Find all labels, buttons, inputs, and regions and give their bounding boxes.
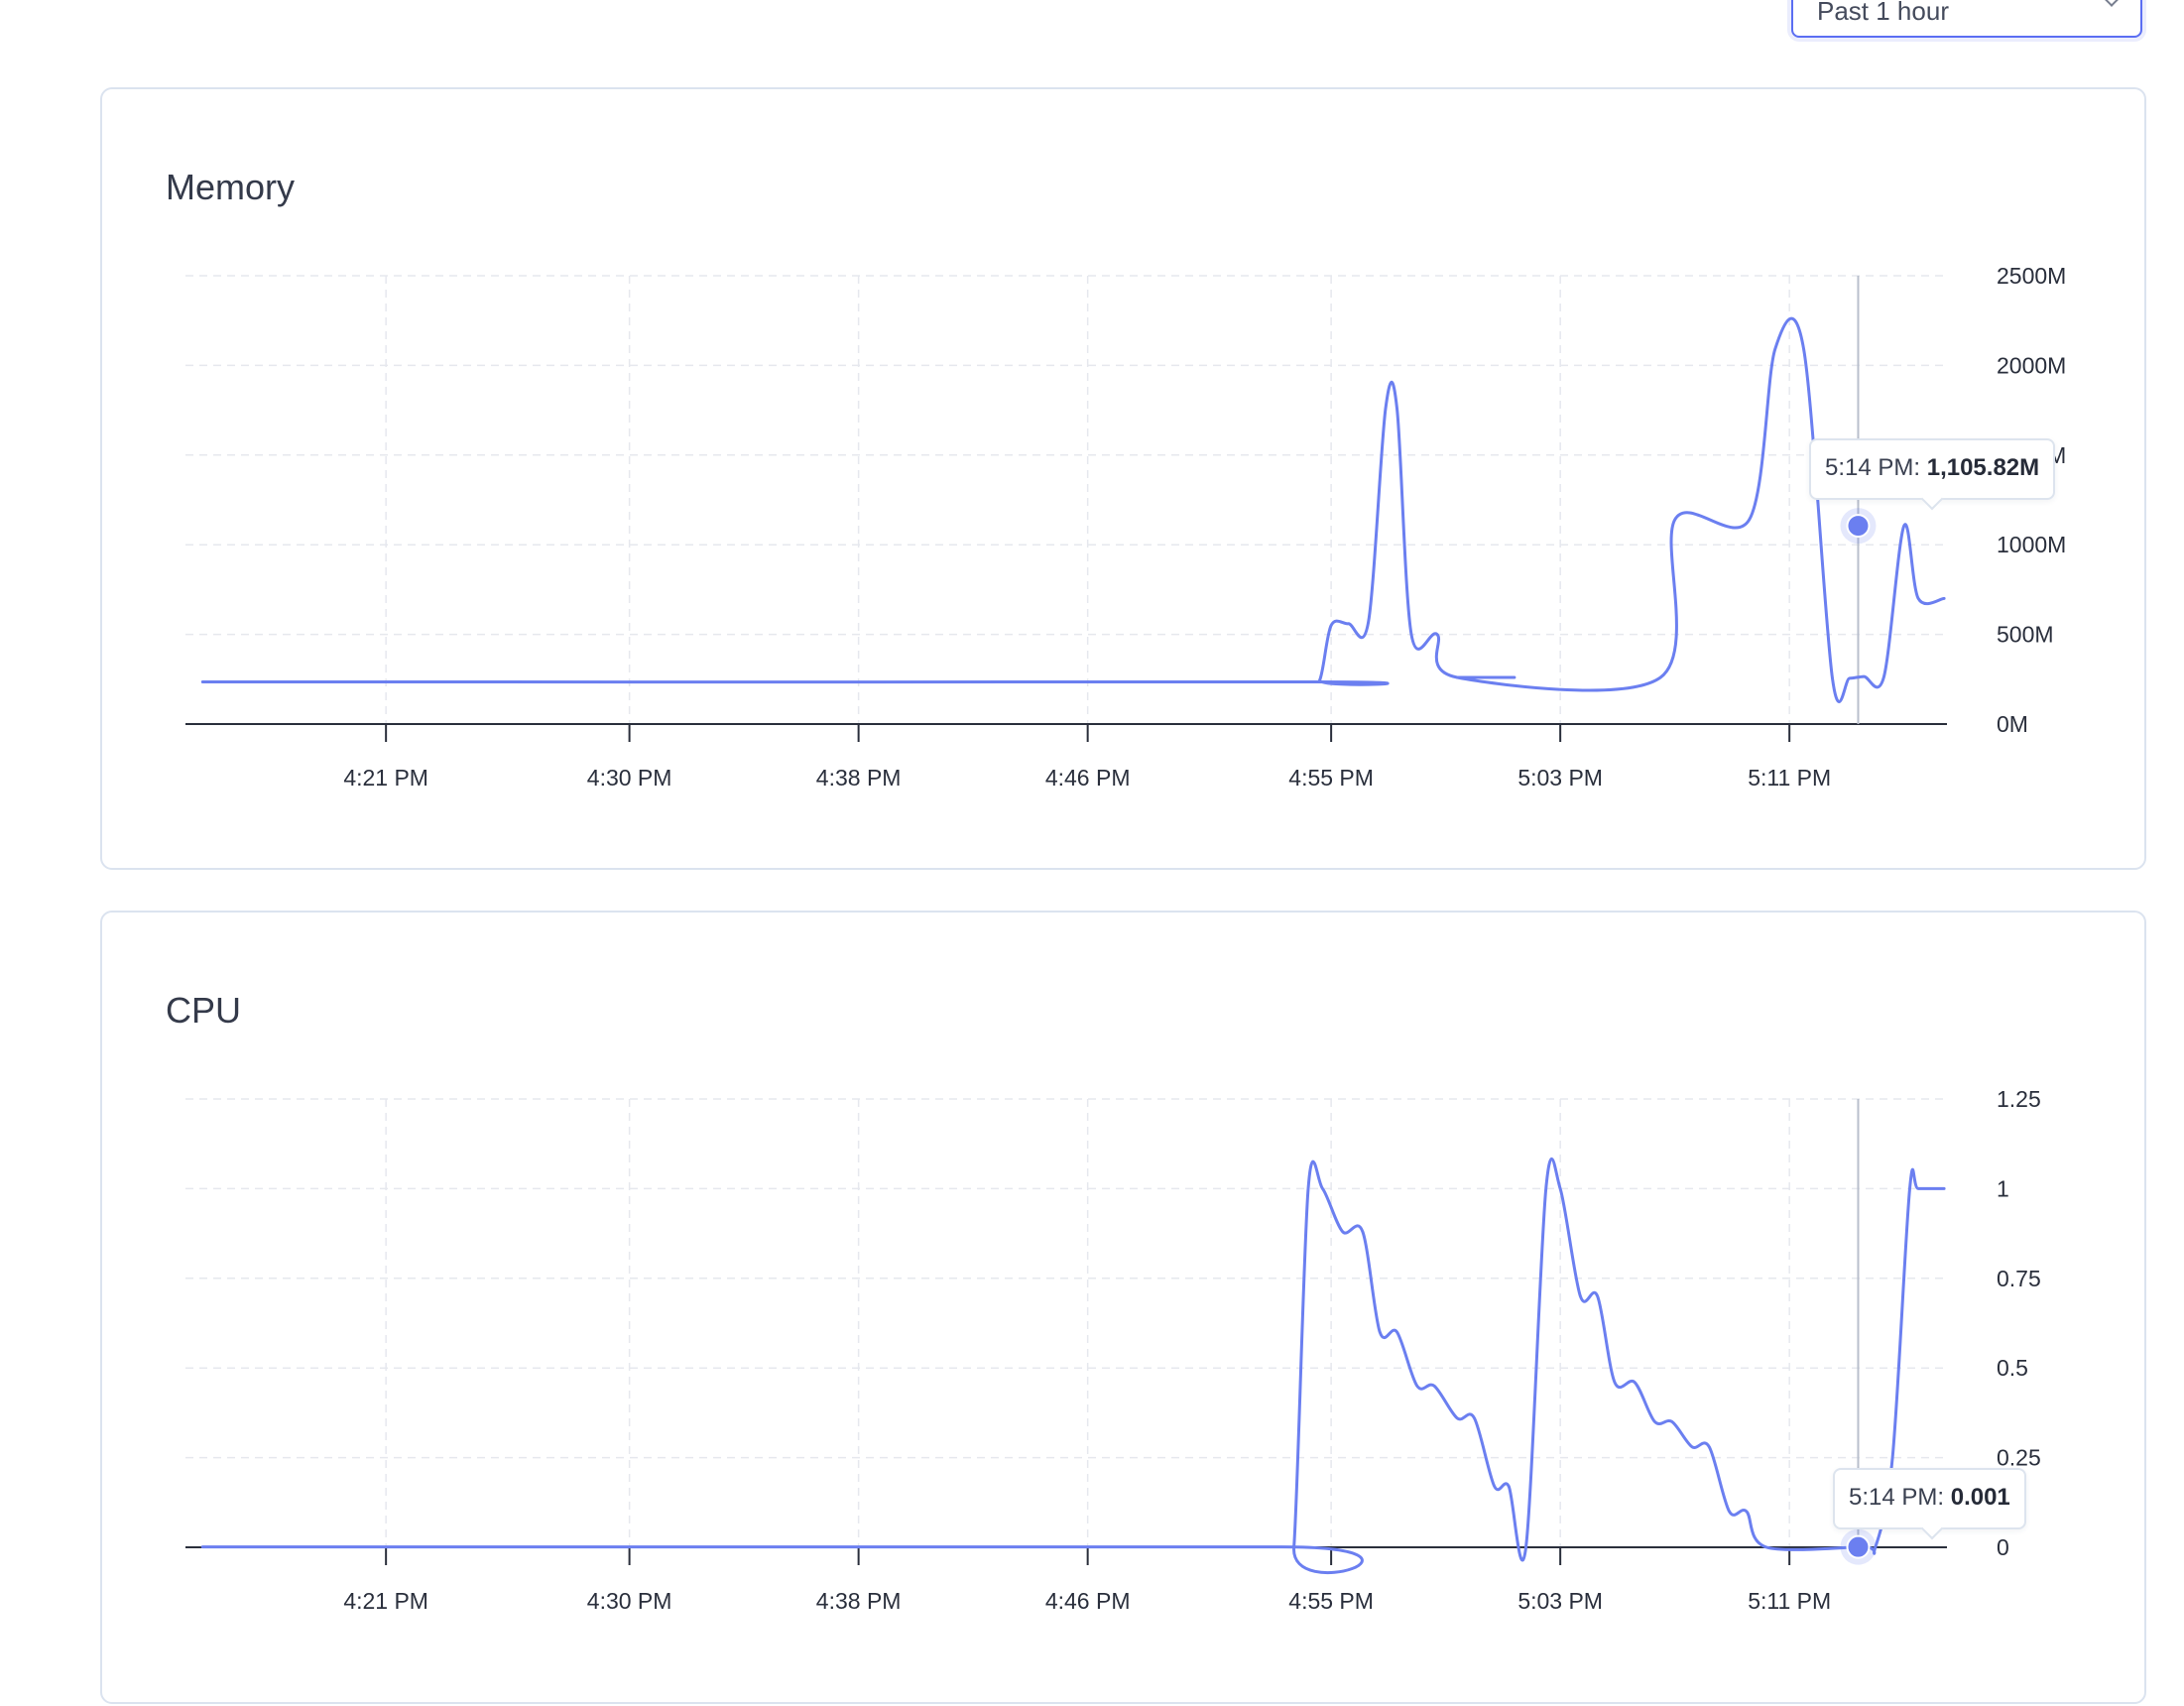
memory-y-tick-label: 2000M bbox=[1997, 352, 2066, 378]
memory-card: Memory 0M500M1000M1500M2000M2500M4:21 PM… bbox=[100, 87, 2146, 870]
cpu-x-tick-label: 4:38 PM bbox=[816, 1588, 902, 1614]
memory-y-tick-label: 1000M bbox=[1997, 532, 2066, 557]
cpu-y-tick-label: 0.5 bbox=[1997, 1355, 2028, 1381]
memory-x-tick-label: 5:11 PM bbox=[1748, 765, 1831, 791]
memory-highlight-point bbox=[1846, 514, 1871, 539]
memory-x-tick-label: 4:55 PM bbox=[1288, 765, 1374, 791]
cpu-y-tick-label: 1 bbox=[1997, 1175, 2009, 1201]
cpu-x-tick-label: 5:11 PM bbox=[1748, 1588, 1831, 1614]
cpu-chart[interactable]: 0 0.25 0.5 0.75 1 1.25 4:21 PM 4:30 PM 4:38 PM 4:… bbox=[102, 913, 2148, 1706]
memory-x-tick-label: 4:21 PM bbox=[343, 765, 428, 791]
memory-series-line bbox=[200, 316, 1946, 703]
memory-chart[interactable]: 0M500M1000M1500M2000M2500M4:21 PM4:30 PM… bbox=[102, 89, 2148, 872]
memory-x-tick-label: 4:46 PM bbox=[1045, 765, 1131, 791]
cpu-x-tick-label: 5:03 PM bbox=[1517, 1588, 1603, 1614]
cpu-x-tick-label: 4:46 PM bbox=[1045, 1588, 1131, 1614]
memory-y-tick-label: 2500M bbox=[1997, 263, 2066, 289]
cpu-card: CPU 0 0.25 0.5 0.75 1 1.25 4:21 PM 4:30 PM 4:38 … bbox=[100, 911, 2146, 1704]
cpu-x-tick-label: 4:30 PM bbox=[587, 1588, 672, 1614]
memory-tooltip: 5:14 PM: 1,105.82M bbox=[1809, 438, 2056, 511]
cpu-tooltip-time: 5:14 PM: bbox=[1849, 1484, 1945, 1511]
memory-tooltip-value: 1,105.82M bbox=[1926, 454, 2040, 481]
memory-tooltip-time: 5:14 PM: bbox=[1825, 454, 1921, 481]
cpu-tooltip: 5:14 PM: 0.001 bbox=[1833, 1468, 2026, 1540]
cpu-x-tick-label: 4:55 PM bbox=[1288, 1588, 1374, 1614]
cpu-tooltip-value: 0.001 bbox=[1950, 1484, 2010, 1511]
memory-x-tick-label: 4:30 PM bbox=[587, 765, 672, 791]
cpu-y-tick-label: 0.25 bbox=[1997, 1445, 2041, 1471]
cpu-y-tick-label: 0 bbox=[1997, 1534, 2009, 1560]
time-range-value: Past 1 hour bbox=[1817, 0, 1949, 26]
time-range-select[interactable]: Past 1 hour bbox=[1791, 0, 2142, 38]
cpu-title: CPU bbox=[166, 990, 242, 1031]
memory-x-tick-label: 4:38 PM bbox=[816, 765, 902, 791]
cpu-series-line bbox=[200, 1157, 1946, 1575]
memory-title: Memory bbox=[166, 167, 296, 207]
cpu-x-tick-label: 4:21 PM bbox=[343, 1588, 428, 1614]
cpu-y-tick-label: 0.75 bbox=[1997, 1266, 2041, 1291]
chevron-down-icon bbox=[2102, 0, 2122, 7]
memory-y-tick-label: 0M bbox=[1997, 711, 2028, 737]
cpu-y-tick-label: 1.25 bbox=[1997, 1086, 2041, 1112]
cpu-highlight-point bbox=[1846, 1534, 1871, 1559]
memory-x-tick-label: 5:03 PM bbox=[1517, 765, 1603, 791]
memory-y-tick-label: 500M bbox=[1997, 622, 2054, 648]
